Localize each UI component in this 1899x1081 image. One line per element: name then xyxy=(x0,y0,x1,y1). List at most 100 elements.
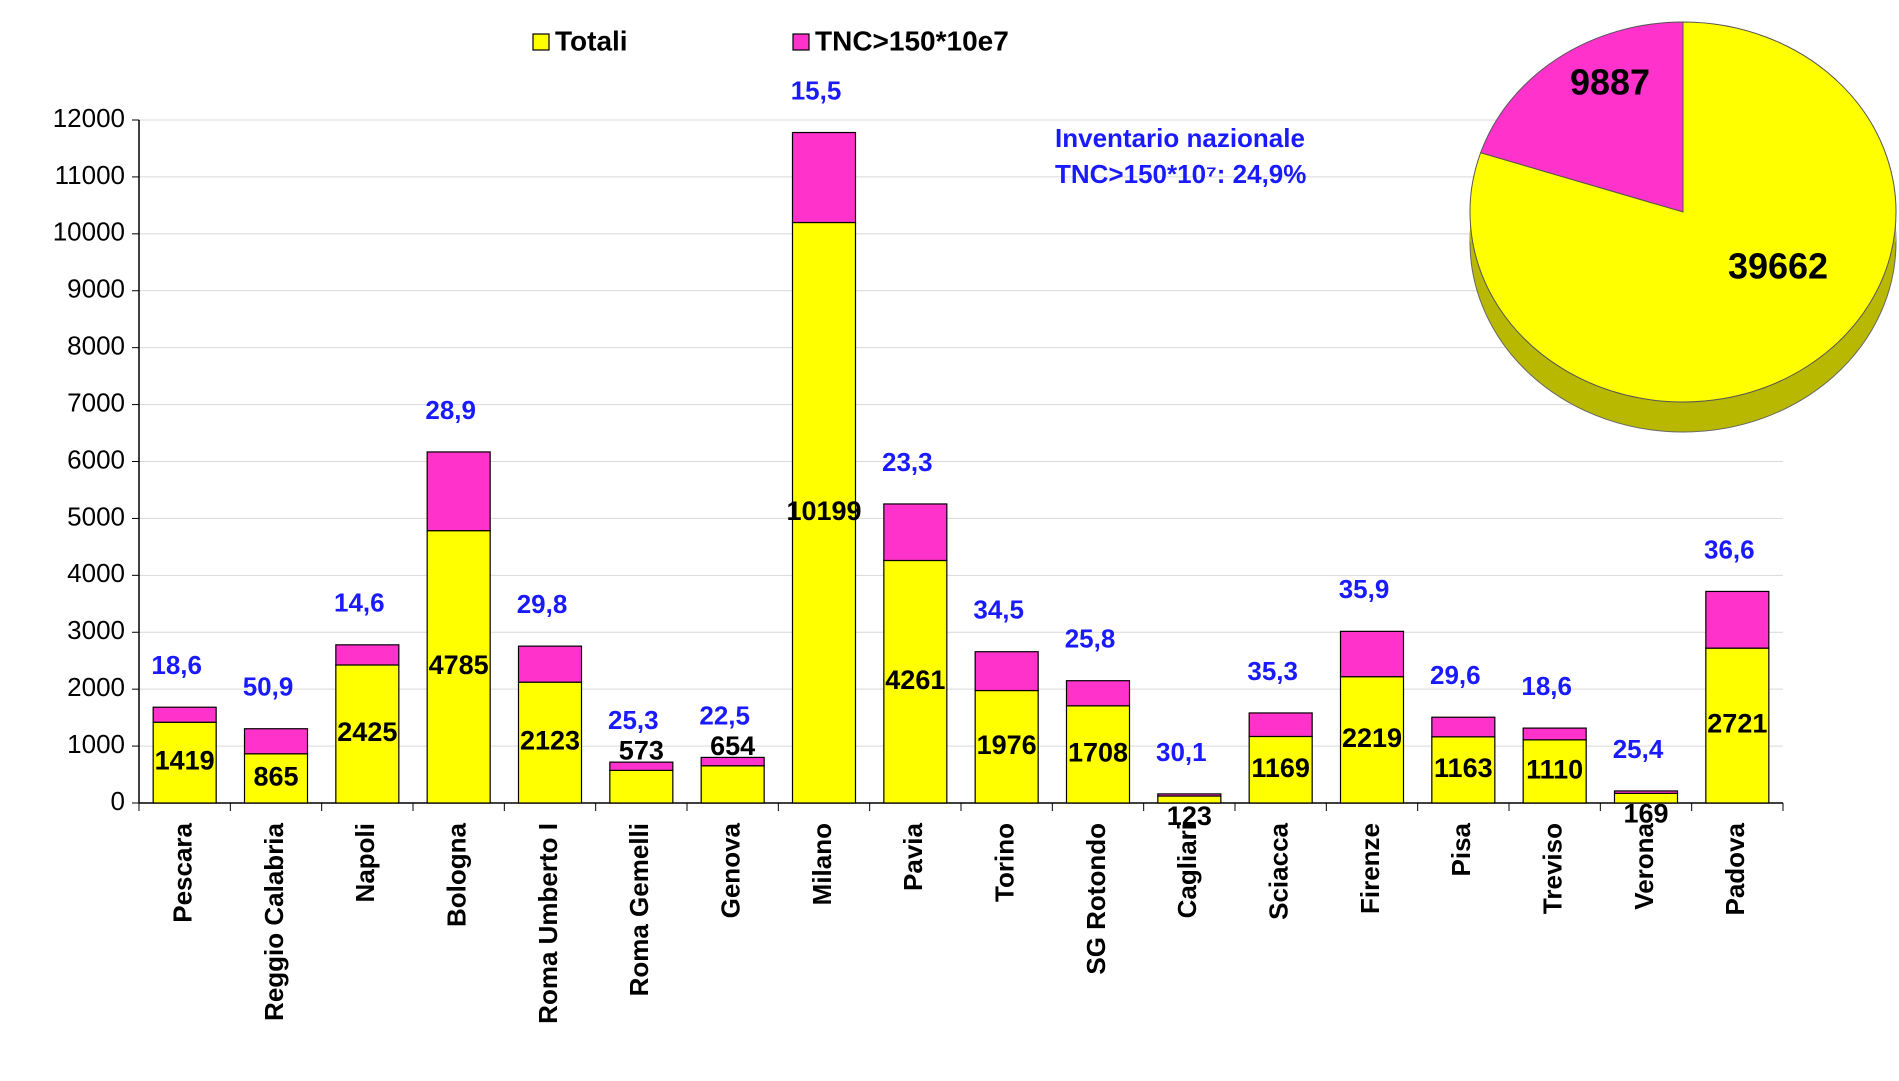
rate-label: 25,3 xyxy=(608,705,659,735)
pie-label: 39662 xyxy=(1728,246,1828,287)
y-tick-label: 0 xyxy=(111,786,125,816)
bar-segment xyxy=(1065,680,1131,707)
bar-segment xyxy=(1705,590,1770,649)
x-tick-label: Pescara xyxy=(168,822,198,922)
x-tick-label: Roma Umberto I xyxy=(533,823,563,1024)
rate-label: 50,9 xyxy=(243,672,294,702)
value-label: 1163 xyxy=(1434,753,1493,783)
bar-segment xyxy=(1339,676,1405,804)
bar-segment xyxy=(700,765,765,804)
bar-segment xyxy=(609,761,674,771)
bar-segment xyxy=(152,706,217,723)
rate-label: 35,3 xyxy=(1247,656,1298,686)
x-tick-label: Sciacca xyxy=(1264,822,1294,919)
x-tick-label: Reggio Calabria xyxy=(259,822,289,1020)
value-label: 169 xyxy=(1623,799,1668,829)
legend-swatch xyxy=(792,33,810,51)
rate-label: 25,8 xyxy=(1065,624,1116,654)
bar-segment xyxy=(791,131,857,224)
bar-segment xyxy=(335,664,400,804)
bar-segment xyxy=(426,530,491,804)
bar-segment xyxy=(152,721,217,804)
bar-segment xyxy=(1431,716,1496,738)
y-tick-label: 3000 xyxy=(67,615,125,645)
value-label: 865 xyxy=(253,762,298,792)
x-tick-label: Padova xyxy=(1720,822,1750,915)
bar-segment xyxy=(1705,647,1770,804)
y-tick-label: 7000 xyxy=(67,387,125,417)
bar-segment xyxy=(426,451,491,532)
rate-label: 29,8 xyxy=(517,589,568,619)
rate-label: 34,5 xyxy=(973,595,1024,625)
x-tick-label: Verona xyxy=(1629,822,1659,909)
bar-segment xyxy=(883,559,948,804)
value-label: 573 xyxy=(619,736,664,766)
y-tick-label: 11000 xyxy=(55,160,125,190)
bar-segment xyxy=(700,756,765,767)
x-tick-label: Cagliari xyxy=(1172,823,1202,918)
x-tick-label: Milano xyxy=(807,823,837,905)
pie-slice xyxy=(1469,21,1897,403)
legend-swatch xyxy=(532,33,550,51)
pie-slice xyxy=(1479,21,1684,213)
rate-label: 29,6 xyxy=(1430,660,1481,690)
bar-segment xyxy=(974,651,1039,692)
bar-segment xyxy=(243,753,309,804)
x-tick-label: Pisa xyxy=(1446,822,1476,876)
x-tick-label: Firenze xyxy=(1355,823,1385,914)
rate-label: 18,6 xyxy=(151,650,202,680)
bar-segment xyxy=(1157,793,1222,797)
value-label: 654 xyxy=(710,731,755,761)
x-tick-label: Treviso xyxy=(1538,823,1568,914)
bar-segment xyxy=(1339,630,1405,678)
bar-segment xyxy=(1065,705,1131,804)
x-tick-label: Napoli xyxy=(350,823,380,902)
pie-label: 9887 xyxy=(1570,62,1650,103)
rate-label: 35,9 xyxy=(1339,574,1390,604)
legend-label: TNC>150*10e7 xyxy=(815,25,1009,56)
rate-label: 23,3 xyxy=(882,447,933,477)
value-label: 1708 xyxy=(1068,738,1128,768)
value-label: 2123 xyxy=(520,726,580,756)
y-tick-label: 6000 xyxy=(67,444,125,474)
bar-segment xyxy=(1522,727,1587,741)
bar-segment xyxy=(1248,712,1313,738)
bar-segment xyxy=(1431,736,1496,804)
y-tick-label: 12000 xyxy=(53,103,125,133)
value-label: 2425 xyxy=(337,717,397,747)
bar-segment xyxy=(517,645,583,683)
legend-label: Totali xyxy=(555,25,628,56)
value-label: 123 xyxy=(1167,801,1212,831)
rate-label: 30,1 xyxy=(1156,737,1207,767)
value-label: 4785 xyxy=(429,650,489,680)
bar-segment xyxy=(974,689,1039,804)
x-tick-label: Roma Gemelli xyxy=(624,823,654,996)
value-label: 10199 xyxy=(786,496,861,526)
bar-segment xyxy=(1248,735,1313,804)
bar-segment xyxy=(1613,790,1679,794)
x-tick-label: Genova xyxy=(716,822,746,918)
y-tick-label: 8000 xyxy=(67,331,125,361)
y-tick-label: 4000 xyxy=(67,558,125,588)
annotation: Inventario nazionale xyxy=(1055,123,1305,153)
y-tick-label: 9000 xyxy=(67,274,125,304)
bar-segment xyxy=(883,503,948,562)
rate-label: 18,6 xyxy=(1521,671,1572,701)
value-label: 4261 xyxy=(885,665,945,695)
bar-segment xyxy=(243,728,309,755)
rate-label: 14,6 xyxy=(334,588,385,618)
rate-label: 25,4 xyxy=(1613,734,1664,764)
y-tick-label: 2000 xyxy=(67,672,125,702)
value-label: 1169 xyxy=(1251,753,1310,783)
x-tick-label: Pavia xyxy=(898,822,928,890)
rate-label: 28,9 xyxy=(425,395,476,425)
rate-label: 36,6 xyxy=(1704,534,1755,564)
annotation: TNC>150*10⁷: 24,9% xyxy=(1055,159,1306,189)
bar-segment xyxy=(791,221,857,804)
rate-label: 22,5 xyxy=(699,700,750,730)
y-tick-label: 1000 xyxy=(67,729,125,759)
y-tick-label: 5000 xyxy=(67,501,125,531)
rate-label: 15,5 xyxy=(791,75,842,105)
value-label: 1110 xyxy=(1526,755,1583,785)
